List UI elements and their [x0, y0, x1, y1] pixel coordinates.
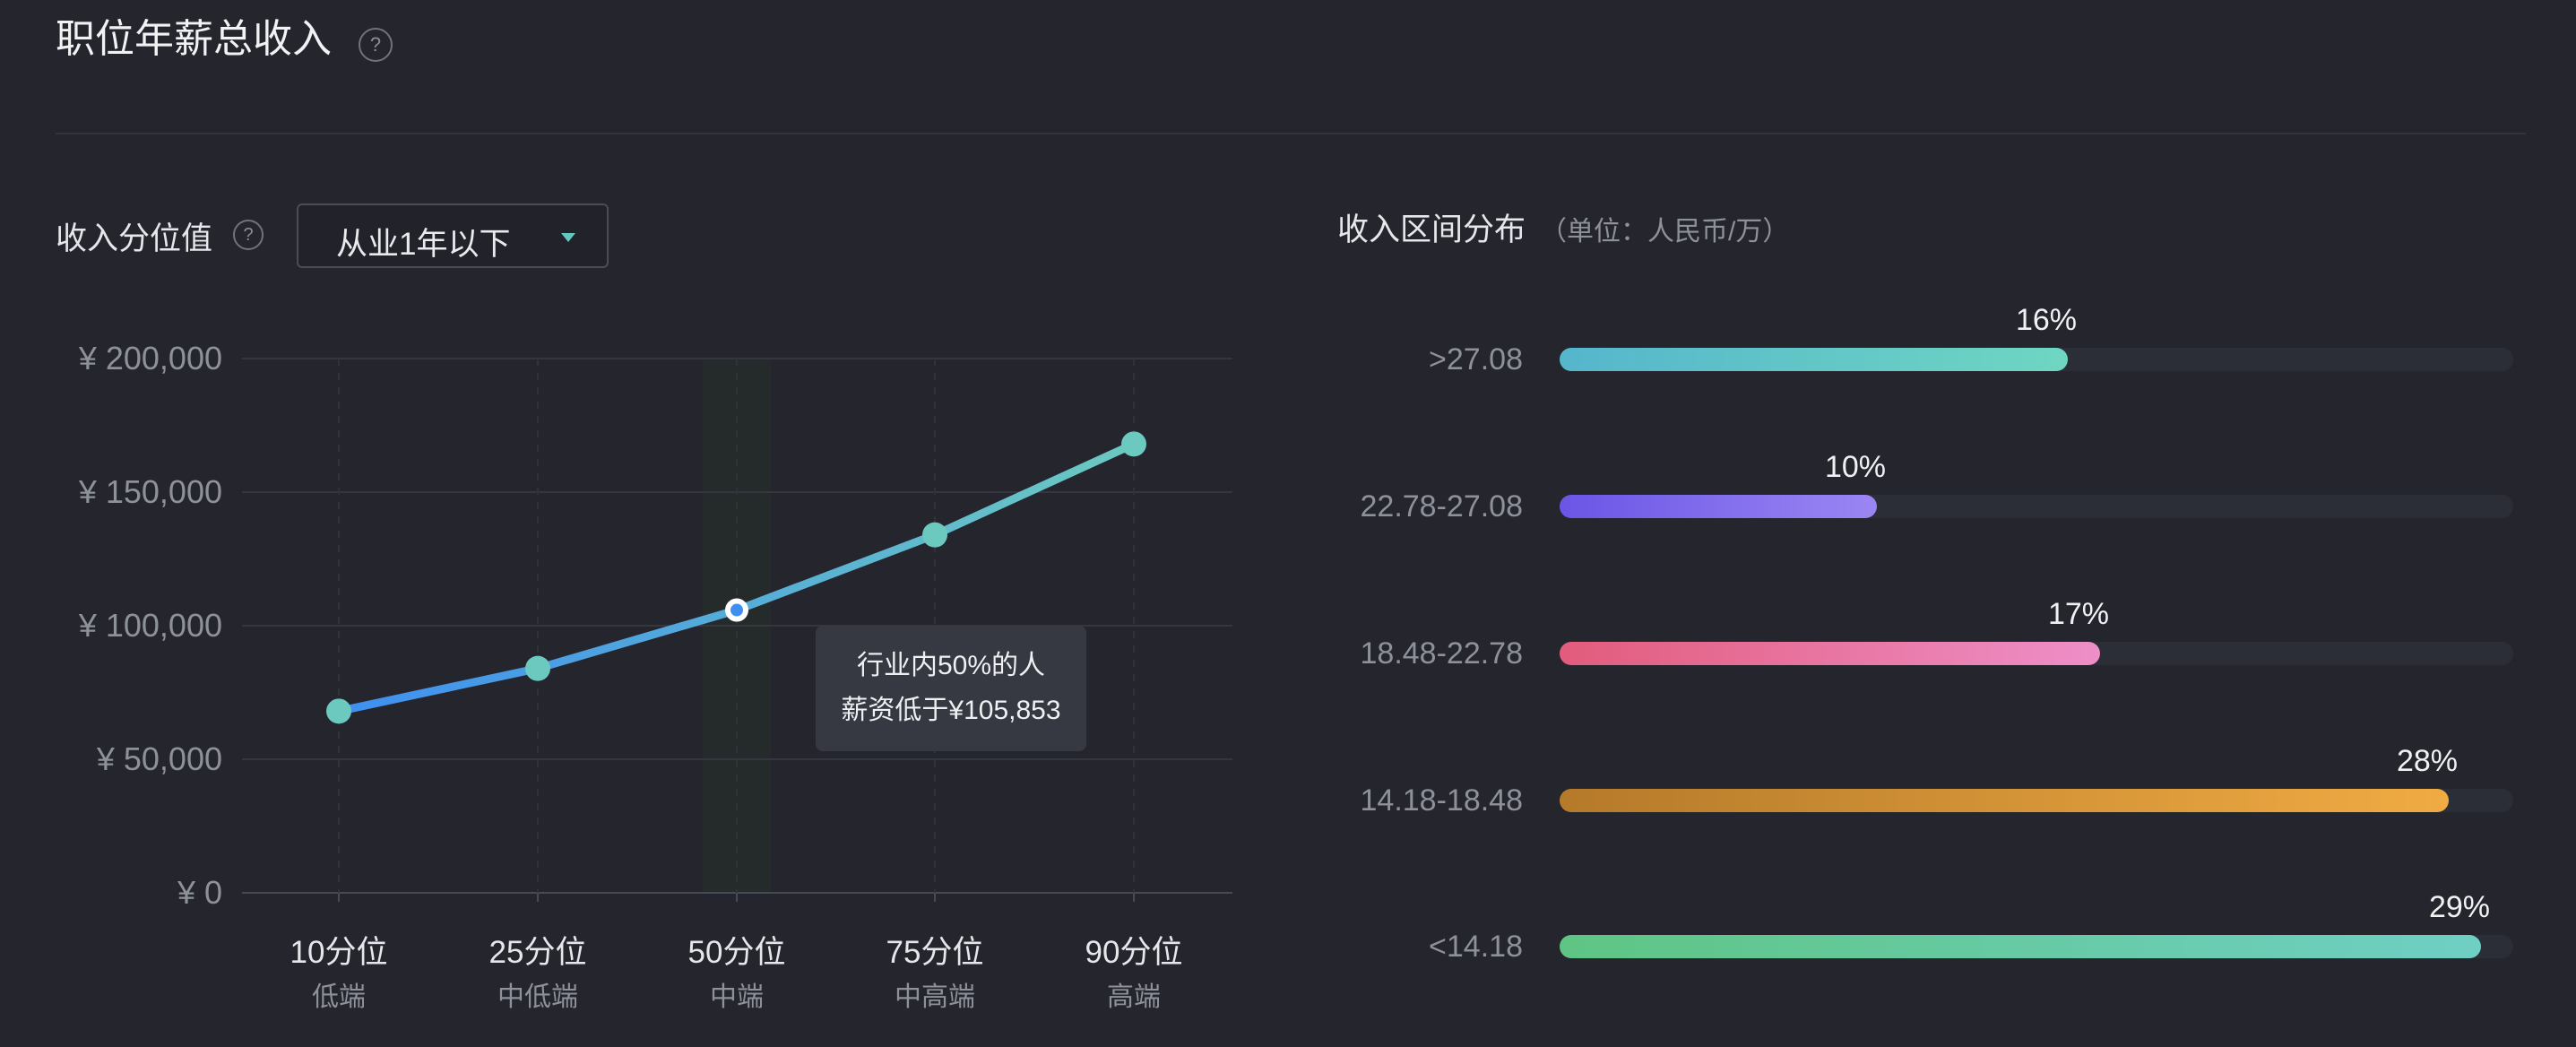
x-tick-sublabel: 中端	[710, 982, 764, 1012]
percentile-help-icon[interactable]: ?	[233, 220, 264, 250]
y-tick-label: ¥ 100,000	[78, 607, 222, 644]
tooltip-line-1: 行业内50%的人	[856, 651, 1046, 680]
x-tick-label: 10分位	[290, 935, 388, 970]
experience-select-value: 从业1年以下	[336, 227, 511, 262]
data-point[interactable]	[1121, 431, 1146, 457]
x-tick-label: 75分位	[886, 935, 984, 970]
distribution-unit: （单位：人民币/万）	[1540, 217, 1790, 247]
tooltip-line-2: 薪资低于¥105,853	[841, 696, 1061, 725]
caret-down-icon	[561, 233, 575, 242]
bar-fill	[1560, 935, 2481, 958]
bar-value-label: 10%	[1824, 450, 1886, 484]
x-tick-label: 50分位	[688, 935, 786, 970]
bar-category-label: <14.18	[1429, 930, 1523, 964]
y-tick-label: ¥ 200,000	[78, 340, 222, 376]
bar-fill	[1560, 348, 2068, 371]
percentile-tooltip: 行业内50%的人 薪资低于¥105,853	[816, 626, 1086, 751]
distribution-title-text: 收入区间分布	[1337, 212, 1526, 247]
distribution-bar-row: 18.48-22.78 17%	[0, 0, 2576, 671]
x-tick-sublabel: 高端	[1107, 982, 1161, 1012]
y-tick-label: ¥ 0	[177, 874, 222, 911]
distribution-bar-row: <14.18 29%	[0, 0, 2576, 964]
data-point[interactable]	[525, 655, 550, 681]
bar-fill	[1560, 642, 2100, 665]
bar-track	[1560, 495, 2513, 518]
page-title: 职位年薪总收入	[56, 17, 332, 61]
distribution-bar-row: >27.08 16%	[0, 0, 2576, 376]
distribution-bar-row: 22.78-27.08 10%	[0, 0, 2576, 524]
distribution-title: 收入区间分布 （单位：人民币/万）	[1337, 204, 1789, 250]
bar-category-label: 22.78-27.08	[1360, 489, 1524, 524]
data-point[interactable]	[326, 698, 351, 724]
data-point-highlight-core	[730, 603, 743, 617]
x-tick-sublabel: 中高端	[895, 982, 975, 1012]
experience-select[interactable]: 从业1年以下	[297, 203, 609, 268]
header-divider	[56, 133, 2526, 134]
bar-track	[1560, 642, 2513, 665]
x-tick-sublabel: 中低端	[497, 982, 578, 1012]
x-tick-label: 25分位	[489, 935, 587, 970]
x-tick-label: 90分位	[1085, 935, 1183, 970]
bar-category-label: >27.08	[1429, 342, 1523, 376]
bar-track	[1560, 935, 2513, 958]
x-tick-sublabel: 低端	[312, 982, 366, 1012]
bar-category-label: 18.48-22.78	[1360, 636, 1524, 671]
y-tick-label: ¥ 150,000	[78, 473, 222, 510]
help-icon[interactable]: ?	[359, 28, 393, 62]
bar-fill	[1560, 789, 2449, 812]
bar-value-label: 28%	[2396, 744, 2458, 778]
bar-value-label: 17%	[2047, 597, 2109, 631]
percentile-label: 收入分位值	[56, 221, 213, 256]
y-tick-label: ¥ 50,000	[96, 740, 222, 777]
distribution-bar-row: 14.18-18.48 28%	[0, 0, 2576, 818]
bar-track	[1560, 348, 2513, 371]
bar-track	[1560, 789, 2513, 812]
bar-value-label: 16%	[2015, 303, 2077, 337]
data-point[interactable]	[922, 522, 947, 548]
bar-category-label: 14.18-18.48	[1360, 783, 1524, 818]
bar-value-label: 29%	[2428, 890, 2490, 924]
bar-fill	[1560, 495, 1877, 518]
